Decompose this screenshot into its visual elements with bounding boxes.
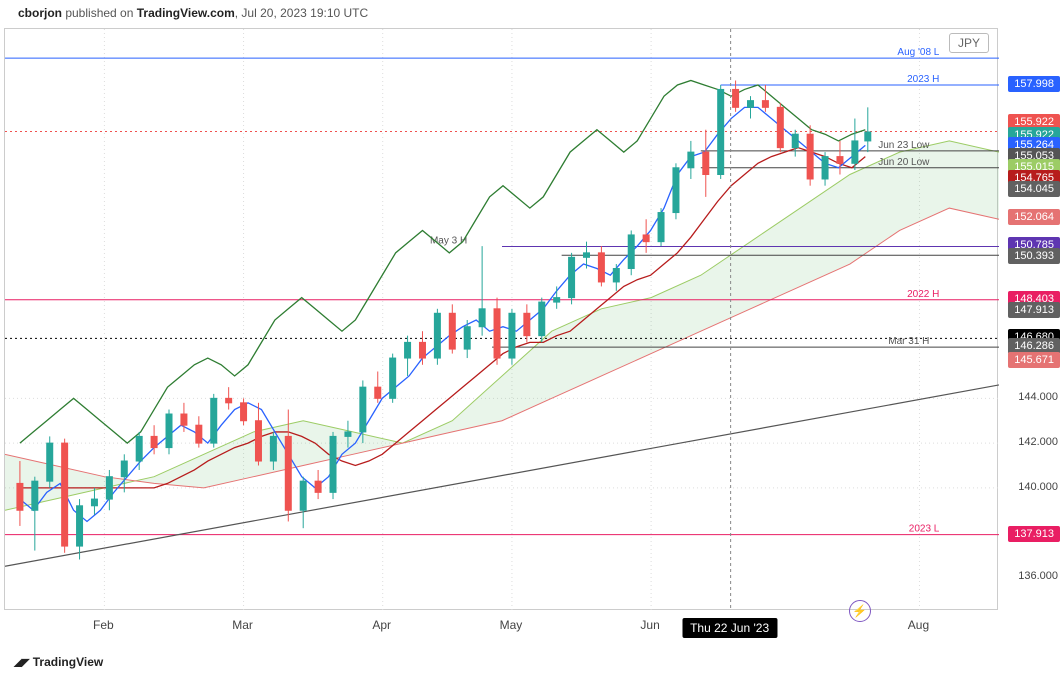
y-axis-label: 142.000 — [1018, 436, 1058, 448]
x-axis-label-active: Thu 22 Jun '23 — [682, 618, 777, 638]
y-axis-label: 144.000 — [1018, 391, 1058, 403]
price-tag: 157.998 — [1008, 76, 1060, 92]
svg-text:Jun 20 Low: Jun 20 Low — [878, 157, 930, 168]
x-axis-label: May — [500, 618, 523, 632]
tradingview-logo: ◢◤ TradingView — [14, 655, 103, 669]
author: cborjon — [18, 6, 62, 20]
price-tag: 145.671 — [1008, 352, 1060, 368]
price-tag: 150.393 — [1008, 248, 1060, 264]
svg-text:2022 H: 2022 H — [907, 289, 939, 300]
x-axis-label: Aug — [908, 618, 929, 632]
x-axis-label: Mar — [232, 618, 253, 632]
y-axis-label: 136.000 — [1018, 570, 1058, 582]
site: TradingView.com — [137, 6, 235, 20]
svg-text:Aug '08 L: Aug '08 L — [897, 47, 939, 58]
x-axis-label: Jun — [640, 618, 659, 632]
x-axis-label: Feb — [93, 618, 114, 632]
y-axis-label: 140.000 — [1018, 481, 1058, 493]
svg-text:2023 L: 2023 L — [909, 524, 940, 535]
flash-icon[interactable]: ⚡ — [849, 600, 871, 622]
price-tag: 152.064 — [1008, 209, 1060, 225]
x-axis-label: Apr — [372, 618, 391, 632]
price-tag: 147.913 — [1008, 302, 1060, 318]
price-tag: 154.045 — [1008, 181, 1060, 197]
chart-header: cborjon published on TradingView.com, Ju… — [18, 6, 368, 20]
chart-area[interactable]: JPY Aug '08 L2023 HJun 23 LowJun 20 LowM… — [4, 28, 998, 610]
price-tag: 137.913 — [1008, 526, 1060, 542]
svg-text:Mar 31 H: Mar 31 H — [888, 336, 929, 347]
svg-text:2023 H: 2023 H — [907, 74, 939, 85]
svg-text:Jun 23 Low: Jun 23 Low — [878, 140, 930, 151]
